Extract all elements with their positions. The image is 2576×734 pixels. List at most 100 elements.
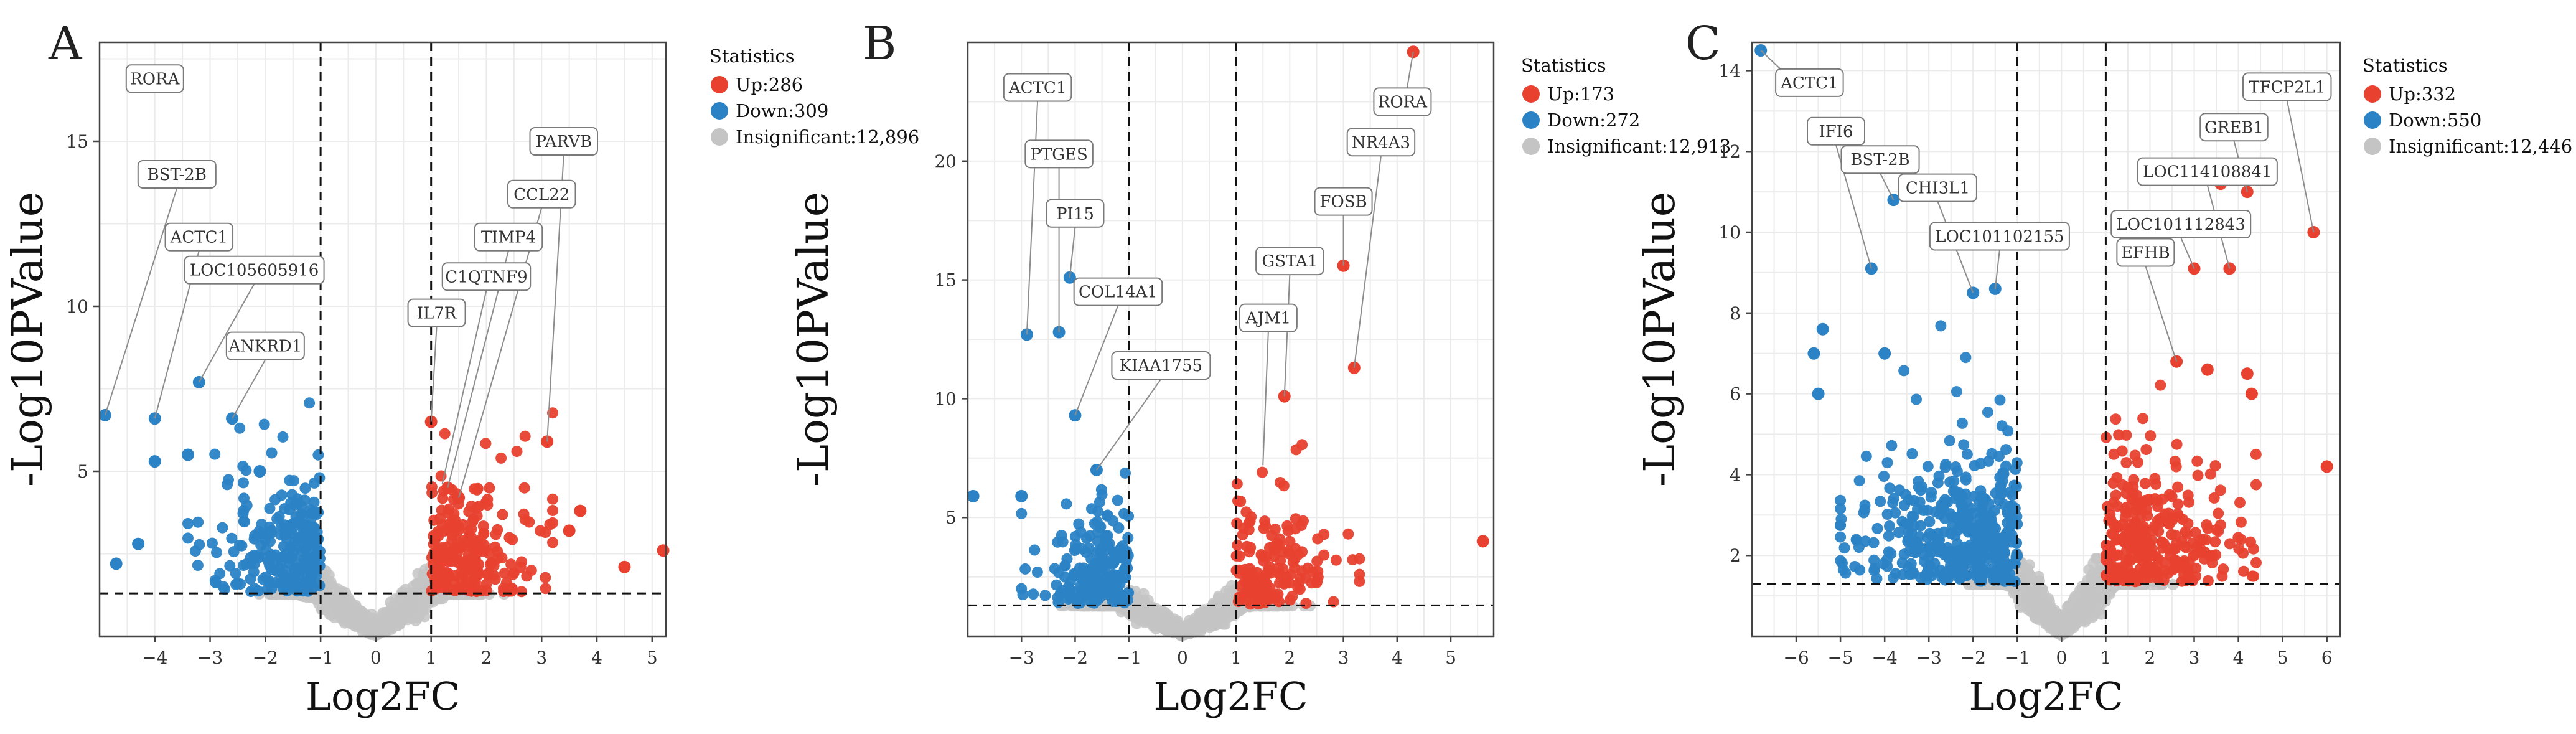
gene-label-text: AJM1 (1245, 309, 1291, 328)
data-point-down (226, 532, 238, 544)
data-point-down (1095, 521, 1107, 533)
data-point-insig (2049, 620, 2061, 632)
data-point-up (1287, 556, 1299, 568)
data-point-down (1858, 507, 1870, 519)
data-point-down (1092, 506, 1103, 517)
label-connector (1994, 250, 2000, 289)
data-point-up (1312, 565, 1324, 577)
data-point-down (1849, 561, 1861, 572)
legend-entry: Up:173 (1547, 83, 1614, 105)
data-point-down (290, 567, 302, 578)
data-point-down (2006, 500, 2018, 512)
data-point-up (2110, 413, 2122, 425)
data-point-up (2120, 555, 2132, 567)
data-point-down (1092, 535, 1103, 547)
data-point-up (2155, 379, 2166, 391)
data-point-down (296, 545, 307, 557)
data-point-up (1302, 562, 1314, 574)
label-box (1898, 173, 1977, 202)
gene-label: LOC105605916 (184, 255, 325, 383)
data-point-down (1922, 461, 1934, 473)
data-point-insig (2090, 553, 2102, 564)
x-tick-label: −1 (1116, 647, 1141, 668)
data-point-down (1899, 518, 1911, 530)
data-point-down (1998, 468, 2010, 479)
data-point-down (1835, 503, 1847, 515)
data-point-up (2140, 444, 2152, 455)
x-axis-title: Log2FC (1153, 674, 1308, 719)
data-point-down (1835, 494, 1847, 506)
data-point-up (1262, 564, 1274, 576)
label-connector (441, 290, 487, 485)
gene-labels: RORA BST-2B ACTC1 LOC105605916 ANKRD1 PARVB CC… (104, 64, 599, 498)
data-point-up (436, 504, 447, 516)
data-point-down (1968, 544, 1980, 556)
data-point-up (2154, 513, 2166, 524)
data-point-down (1107, 515, 1119, 527)
axes: −3 −2 −1 0 1 2 3 4 5 5 10 15 20 (934, 41, 1495, 668)
data-point-down (284, 474, 296, 486)
panel-letter: A (48, 17, 83, 70)
data-point-down (1812, 387, 1825, 400)
label-box (1024, 139, 1094, 169)
data-point-down (1117, 540, 1128, 552)
legend-swatch (711, 128, 728, 146)
gene-label-text: EFHB (2121, 243, 2170, 262)
y-tick-label: 2 (1730, 545, 1741, 566)
x-tick-label: 5 (2277, 647, 2288, 668)
data-point-up (2238, 565, 2249, 577)
x-tick-label: 2 (481, 647, 492, 668)
data-point-down (182, 448, 195, 461)
data-point-up (449, 585, 461, 596)
data-point-down (224, 560, 236, 572)
data-point-down (148, 455, 161, 468)
data-point-down (132, 537, 145, 550)
data-point-insig (405, 600, 417, 611)
legend-swatch (2364, 85, 2381, 103)
data-point-down (240, 464, 252, 476)
label-box (1003, 73, 1072, 102)
gene-labels: ACTC1 IFI6 BST-2B CHI3L1 LOC101102155 TFCP2L1… (1760, 50, 2332, 362)
data-point-down (1965, 502, 1977, 514)
data-point-up (540, 572, 551, 583)
data-point-down (1871, 522, 1883, 534)
data-point-down (238, 516, 250, 528)
data-point-down (266, 447, 278, 459)
data-point-up (1293, 577, 1304, 589)
y-axis-title: -Log10PValue (4, 192, 53, 487)
data-point-down (1089, 565, 1101, 576)
axes: −4 −3 −2 −1 0 1 2 3 4 5 5 10 15 (66, 41, 667, 668)
gene-label: RORA (125, 64, 184, 93)
label-box (474, 222, 543, 252)
point-cloud (1754, 44, 2333, 641)
data-point-up (2224, 538, 2236, 550)
gene-label-text: BST-2B (148, 166, 207, 184)
data-point-down (1939, 461, 1951, 473)
data-point-up (472, 482, 484, 494)
data-point-up (1312, 533, 1324, 545)
label-box (1775, 68, 1844, 97)
legend-entry: Up:332 (2389, 83, 2456, 105)
x-tick-label: 2 (1284, 647, 1295, 668)
data-point-up (519, 430, 531, 442)
data-point-down (309, 477, 321, 489)
data-point-down (235, 578, 246, 590)
data-point-down (296, 508, 307, 520)
data-point-up (436, 565, 447, 576)
data-point-down (1884, 520, 1895, 532)
data-point-down (1993, 451, 2005, 462)
volcano-panel-b: ACTC1 PTGES PI15 COL14A1 KIAA1755 RORA NR4A3 FO… (789, 17, 1731, 719)
data-point-down (1913, 481, 1924, 493)
data-point-down (1935, 320, 1947, 332)
data-point-down (290, 581, 301, 593)
data-point-up (2132, 456, 2143, 468)
gene-label-text: LOC105605916 (190, 261, 319, 280)
data-point-up (438, 525, 449, 537)
data-point-up (2159, 565, 2171, 577)
data-point-up (1476, 535, 1489, 548)
data-point-down (1888, 572, 1899, 584)
data-point-down (1878, 347, 1891, 360)
gene-label-text: RORA (130, 70, 180, 88)
data-point-down (1944, 476, 1956, 488)
data-point-down (1960, 488, 1972, 500)
